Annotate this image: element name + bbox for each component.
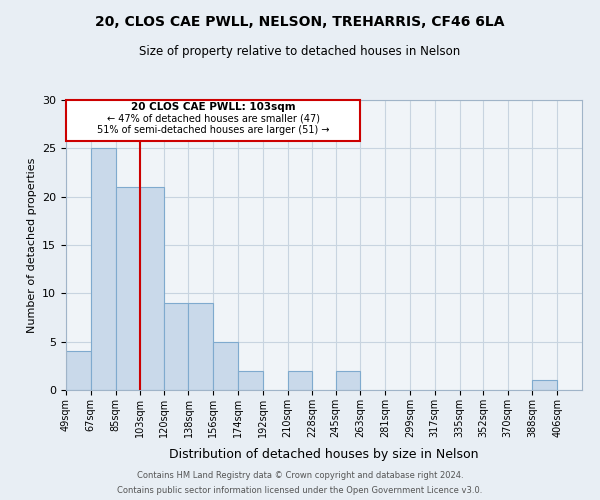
X-axis label: Distribution of detached houses by size in Nelson: Distribution of detached houses by size … <box>169 448 479 461</box>
Bar <box>140 187 164 390</box>
Bar <box>213 342 238 390</box>
Bar <box>335 370 361 390</box>
Bar <box>188 303 213 390</box>
Text: 51% of semi-detached houses are larger (51) →: 51% of semi-detached houses are larger (… <box>97 125 329 135</box>
Bar <box>532 380 557 390</box>
Bar <box>116 187 140 390</box>
Y-axis label: Number of detached properties: Number of detached properties <box>26 158 37 332</box>
Text: ← 47% of detached houses are smaller (47): ← 47% of detached houses are smaller (47… <box>107 114 320 124</box>
Text: 20, CLOS CAE PWLL, NELSON, TREHARRIS, CF46 6LA: 20, CLOS CAE PWLL, NELSON, TREHARRIS, CF… <box>95 15 505 29</box>
Text: 20 CLOS CAE PWLL: 103sqm: 20 CLOS CAE PWLL: 103sqm <box>131 102 296 112</box>
Text: Size of property relative to detached houses in Nelson: Size of property relative to detached ho… <box>139 45 461 58</box>
Text: Contains HM Land Registry data © Crown copyright and database right 2024.: Contains HM Land Registry data © Crown c… <box>137 471 463 480</box>
Bar <box>164 303 188 390</box>
Bar <box>238 370 263 390</box>
Bar <box>91 148 116 390</box>
Bar <box>66 100 361 140</box>
Text: Contains public sector information licensed under the Open Government Licence v3: Contains public sector information licen… <box>118 486 482 495</box>
Bar <box>66 352 91 390</box>
Bar <box>287 370 313 390</box>
